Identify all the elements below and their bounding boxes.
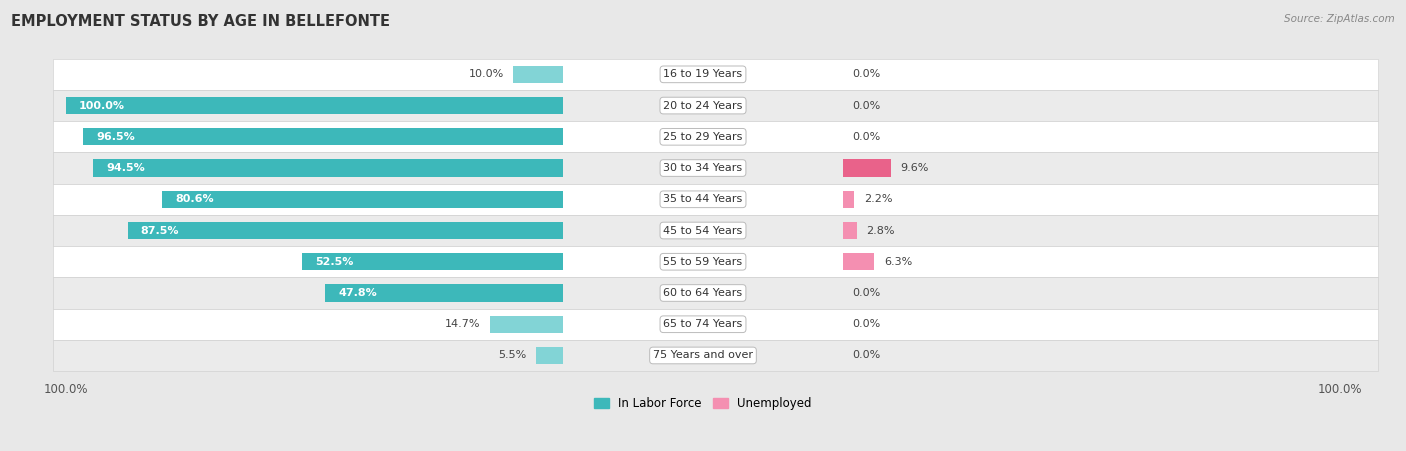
Bar	[53, 90, 1378, 121]
Text: 45 to 54 Years: 45 to 54 Years	[664, 226, 742, 235]
Text: 47.8%: 47.8%	[337, 288, 377, 298]
Bar	[53, 59, 1378, 90]
Bar	[128, 222, 562, 239]
Bar	[53, 121, 1378, 152]
Bar	[53, 152, 1378, 184]
Text: 25 to 29 Years: 25 to 29 Years	[664, 132, 742, 142]
Text: EMPLOYMENT STATUS BY AGE IN BELLEFONTE: EMPLOYMENT STATUS BY AGE IN BELLEFONTE	[11, 14, 391, 28]
Bar	[93, 160, 562, 177]
Bar	[53, 308, 1378, 340]
Bar	[53, 215, 1378, 246]
Text: 100.0%: 100.0%	[79, 101, 125, 110]
Bar	[302, 253, 562, 270]
Text: 2.2%: 2.2%	[863, 194, 893, 204]
Bar	[53, 184, 1378, 215]
Text: 16 to 19 Years: 16 to 19 Years	[664, 69, 742, 79]
Text: 30 to 34 Years: 30 to 34 Years	[664, 163, 742, 173]
Bar	[162, 191, 562, 208]
Bar	[53, 340, 1378, 371]
Text: 35 to 44 Years: 35 to 44 Years	[664, 194, 742, 204]
Text: 60 to 64 Years: 60 to 64 Years	[664, 288, 742, 298]
Text: 96.5%: 96.5%	[96, 132, 135, 142]
Bar	[844, 191, 853, 208]
Bar	[66, 97, 562, 114]
Text: 52.5%: 52.5%	[315, 257, 353, 267]
Bar	[53, 246, 1378, 277]
Bar	[844, 222, 858, 239]
Text: 0.0%: 0.0%	[852, 69, 882, 79]
Bar	[844, 253, 875, 270]
Bar	[844, 160, 891, 177]
Text: 0.0%: 0.0%	[852, 350, 882, 360]
Bar	[536, 347, 562, 364]
Bar	[489, 316, 562, 333]
Text: 80.6%: 80.6%	[176, 194, 214, 204]
Text: 9.6%: 9.6%	[900, 163, 929, 173]
Text: 0.0%: 0.0%	[852, 132, 882, 142]
Bar	[513, 66, 562, 83]
Bar	[83, 128, 562, 145]
Text: 65 to 74 Years: 65 to 74 Years	[664, 319, 742, 329]
Legend: In Labor Force, Unemployed: In Labor Force, Unemployed	[595, 397, 811, 410]
Text: 14.7%: 14.7%	[444, 319, 481, 329]
Text: 6.3%: 6.3%	[884, 257, 912, 267]
Text: 87.5%: 87.5%	[141, 226, 180, 235]
Text: 0.0%: 0.0%	[852, 101, 882, 110]
Text: 5.5%: 5.5%	[498, 350, 526, 360]
Bar	[53, 277, 1378, 308]
Text: 2.8%: 2.8%	[866, 226, 896, 235]
Text: 94.5%: 94.5%	[105, 163, 145, 173]
Text: 0.0%: 0.0%	[852, 319, 882, 329]
Text: 20 to 24 Years: 20 to 24 Years	[664, 101, 742, 110]
Text: 10.0%: 10.0%	[468, 69, 503, 79]
Text: 75 Years and over: 75 Years and over	[652, 350, 754, 360]
Text: 55 to 59 Years: 55 to 59 Years	[664, 257, 742, 267]
Bar	[325, 285, 562, 302]
Text: 0.0%: 0.0%	[852, 288, 882, 298]
Text: Source: ZipAtlas.com: Source: ZipAtlas.com	[1284, 14, 1395, 23]
